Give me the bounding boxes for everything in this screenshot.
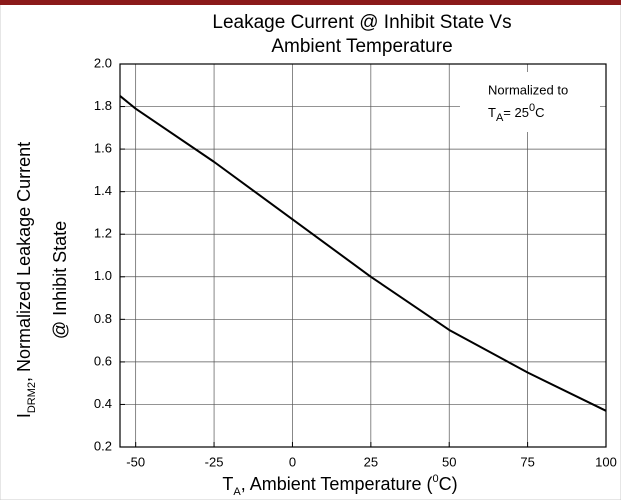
x-tick-label: -25 (205, 454, 224, 469)
y-tick-label: 1.4 (94, 183, 112, 198)
annotation: 0 (529, 102, 535, 114)
chart-title: Ambient Temperature (271, 36, 452, 57)
y-tick-label: 2.0 (94, 55, 112, 70)
annotation: Normalized to (488, 82, 568, 97)
x-axis-label: T (222, 474, 233, 494)
x-tick-label: 100 (595, 454, 617, 469)
x-axis-label: 0 (432, 473, 438, 485)
y-axis-label: IDRM2, Normalized Leakage Current @ Inhi… (14, 142, 70, 418)
x-axis-label: TA, Ambient Temperature (0C) (222, 473, 457, 498)
x-tick-label: 50 (442, 454, 456, 469)
x-axis-label: C) (439, 474, 458, 494)
annotation: T (488, 105, 496, 120)
y-axis-label: IDRM2, Normalized Leakage Current (14, 142, 38, 418)
x-tick-label: 25 (364, 454, 378, 469)
y-tick-label: 1.2 (94, 226, 112, 241)
annotation: = 25 (503, 105, 529, 120)
annotation: TA= 250C (488, 102, 544, 124)
y-tick-label: 0.8 (94, 311, 112, 326)
y-tick-label: 0.2 (94, 438, 112, 453)
annotation-box (460, 72, 600, 132)
top-bar (0, 0, 621, 5)
y-tick-label: 1.0 (94, 268, 112, 283)
x-tick-label: -50 (126, 454, 145, 469)
y-tick-label: 1.8 (94, 98, 112, 113)
annotation: A (496, 112, 504, 124)
y-axis-label: @ Inhibit State (50, 221, 70, 339)
annotation: C (535, 105, 544, 120)
y-tick-label: 0.6 (94, 353, 112, 368)
x-axis-label: , Ambient Temperature ( (241, 474, 433, 494)
y-tick-label: 0.4 (94, 396, 112, 411)
y-tick-label: 1.6 (94, 141, 112, 156)
y-axis-label: I (14, 413, 34, 418)
x-tick-label: 75 (520, 454, 534, 469)
y-axis-label: , Normalized Leakage Current (14, 142, 34, 382)
x-tick-label: 0 (289, 454, 296, 469)
data-line (119, 95, 607, 412)
plot-frame (119, 63, 607, 448)
chart-title: Leakage Current @ Inhibit State Vs (212, 12, 511, 33)
y-axis-label: DRM2 (26, 382, 38, 413)
x-axis-label: A (233, 486, 241, 498)
